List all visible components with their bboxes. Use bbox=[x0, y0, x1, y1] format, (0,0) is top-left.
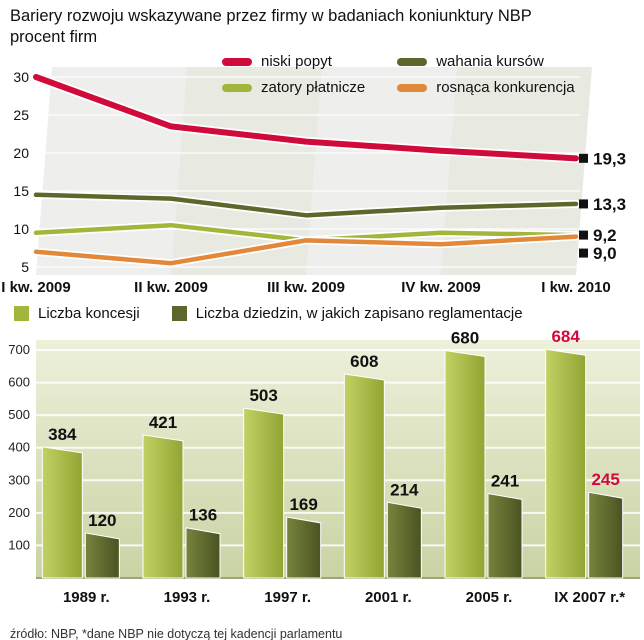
legend-item: Liczba koncesji bbox=[14, 305, 140, 322]
bar bbox=[142, 434, 184, 579]
vlab-label: 384 bbox=[48, 425, 77, 444]
legend-label: wahania kursów bbox=[436, 53, 544, 71]
legend-swatch bbox=[14, 306, 29, 322]
endlab-label: 9,0 bbox=[593, 244, 617, 263]
ytick-label: 15 bbox=[13, 183, 29, 199]
vlab-label: 503 bbox=[249, 386, 277, 405]
xlab2-label: IX 2007 r.* bbox=[554, 589, 625, 606]
bar bbox=[286, 516, 322, 579]
bar-legend: Liczba koncesji Liczba dziedzin, w jakich… bbox=[0, 297, 644, 326]
legend-swatch bbox=[222, 57, 252, 66]
vlab-label: 120 bbox=[88, 511, 116, 530]
xlab-label: IV kw. 2009 bbox=[401, 279, 481, 296]
endlab-label: 13,3 bbox=[593, 195, 626, 214]
bar bbox=[487, 493, 523, 579]
line-chart-svg: 30 25 20 15 10 5 19,3 13,3 9,29,0 I kw. 2009 II kw… bbox=[1, 67, 626, 296]
plot-band bbox=[171, 67, 322, 276]
ytick2-label: 500 bbox=[8, 407, 30, 422]
line-legend: niski popyt zatory płatnicze wahania kursó… bbox=[222, 53, 575, 96]
legend-label: rosnąca konkurencja bbox=[436, 79, 575, 97]
bar bbox=[343, 373, 385, 579]
bar-chart-svg: 700 600 500 400 300 200 100 384 120 1989 r. 421 136… bbox=[8, 327, 640, 606]
series-end-marker bbox=[579, 199, 588, 209]
xlab-label: I kw. 2009 bbox=[1, 279, 71, 296]
legend-label: zatory płatnicze bbox=[261, 79, 366, 97]
ytick2-label: 400 bbox=[8, 440, 30, 455]
bar bbox=[185, 527, 221, 579]
source-note: źródło: NBP, *dane NBP nie dotyczą tej k… bbox=[10, 627, 343, 640]
xlab-label: I kw. 2010 bbox=[541, 279, 611, 296]
legend-item: zatory płatnicze bbox=[222, 79, 365, 96]
line-chart: niski popyt zatory płatnicze wahania kursó… bbox=[0, 49, 644, 297]
plot-band bbox=[441, 67, 592, 276]
ytick-label: 10 bbox=[13, 221, 29, 237]
vlab-label: 608 bbox=[350, 352, 378, 371]
vlab-label: 245 bbox=[591, 470, 619, 489]
bar bbox=[444, 350, 486, 579]
xlab2-label: 2001 r. bbox=[365, 589, 412, 606]
plot-area bbox=[36, 340, 640, 579]
legend-swatch bbox=[397, 83, 428, 92]
legend-label: Liczba dziedzin, w jakich zapisano regla… bbox=[195, 305, 523, 323]
ytick-label: 5 bbox=[21, 259, 29, 275]
legend-label: niski popyt bbox=[261, 53, 332, 71]
bar bbox=[386, 501, 422, 579]
legend-item: wahania kursów bbox=[397, 53, 574, 70]
series-end-marker bbox=[579, 154, 588, 164]
bar bbox=[84, 532, 120, 579]
ytick2-label: 300 bbox=[8, 473, 30, 488]
xlab2-label: 1993 r. bbox=[164, 589, 211, 606]
ytick-label: 30 bbox=[13, 69, 29, 85]
bar bbox=[243, 407, 285, 579]
legend-swatch bbox=[171, 306, 187, 322]
xlab2-label: 2005 r. bbox=[466, 589, 513, 606]
plot-band bbox=[306, 67, 457, 276]
series-end-marker bbox=[579, 230, 588, 240]
vlab-label: 136 bbox=[189, 506, 217, 525]
xlab2-label: 1989 r. bbox=[63, 589, 110, 606]
endlab-label: 9,2 bbox=[593, 226, 617, 245]
vlab-label: 169 bbox=[289, 495, 317, 514]
xlab-label: II kw. 2009 bbox=[134, 279, 208, 296]
bar bbox=[588, 491, 624, 579]
vlab-label: 214 bbox=[390, 481, 419, 500]
endlab-label: 19,3 bbox=[593, 150, 626, 169]
legend-item: rosnąca konkurencja bbox=[397, 79, 575, 97]
ytick-label: 20 bbox=[13, 145, 29, 161]
plot-band bbox=[36, 67, 187, 276]
chart-title-line2: procent firm bbox=[10, 27, 98, 46]
vlab-label: 421 bbox=[149, 413, 177, 432]
legend-swatch bbox=[397, 57, 428, 66]
xlab-label: III kw. 2009 bbox=[267, 279, 345, 296]
series-end-marker bbox=[579, 248, 588, 258]
legend-swatch bbox=[222, 83, 252, 92]
vlab-label: 680 bbox=[451, 329, 479, 348]
legend-item: Liczba dziedzin, w jakich zapisano regla… bbox=[171, 305, 523, 323]
ytick-label: 25 bbox=[13, 107, 29, 123]
legend-item: niski popyt bbox=[222, 53, 365, 70]
vlab-label: 241 bbox=[491, 472, 519, 491]
xlab2-label: 1997 r. bbox=[264, 589, 311, 606]
bar bbox=[41, 446, 83, 579]
series-line bbox=[33, 74, 579, 162]
series-line bbox=[33, 192, 579, 218]
vlab-label: 684 bbox=[551, 327, 580, 346]
ytick2-label: 600 bbox=[8, 375, 30, 390]
ytick2-label: 200 bbox=[8, 505, 30, 520]
series-line bbox=[33, 234, 579, 266]
ytick2-label: 100 bbox=[8, 538, 30, 553]
bar bbox=[545, 348, 587, 579]
legend-label: Liczba koncesji bbox=[38, 305, 140, 323]
chart-title-line1: Bariery rozwoju wskazywane przez firmy w… bbox=[10, 7, 532, 25]
ytick2-label: 700 bbox=[8, 342, 30, 357]
chart-title: Bariery rozwoju wskazywane przez firmy w… bbox=[0, 0, 644, 47]
